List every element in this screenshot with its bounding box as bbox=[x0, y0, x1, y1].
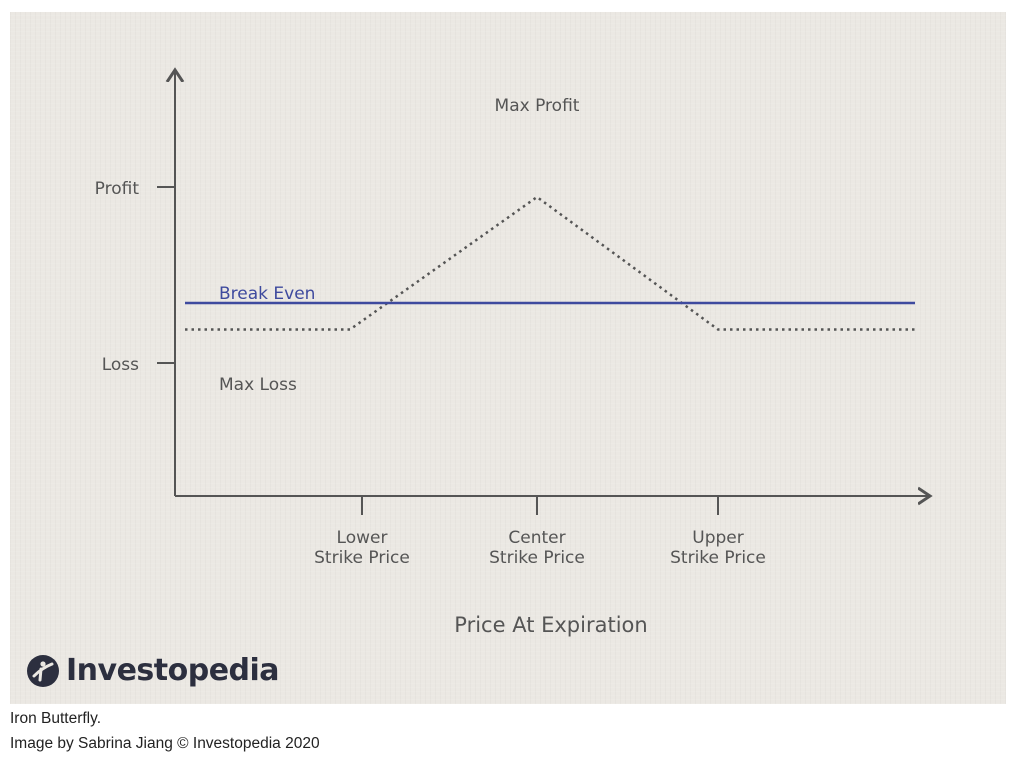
payoff-series-line bbox=[185, 195, 915, 331]
caption-credit: Image by Sabrina Jiang © Investopedia 20… bbox=[10, 735, 320, 752]
ytick-label-loss: Loss bbox=[102, 355, 139, 375]
ytick-label-profit: Profit bbox=[95, 179, 140, 199]
x-axis-title: Price At Expiration bbox=[454, 613, 647, 637]
investopedia-logo: Investopedia bbox=[26, 653, 280, 688]
xtick-label-upper: Upper Strike Price bbox=[670, 528, 766, 568]
annotation-max-loss: Max Loss bbox=[219, 375, 297, 395]
chart-figure: Profit Loss Lower Strike Price Center Stri… bbox=[10, 12, 1006, 704]
payoff-chart: Profit Loss Lower Strike Price Center Stri… bbox=[95, 12, 1006, 637]
xtick-label-center-line-1: Center bbox=[508, 528, 565, 548]
figure-caption: Iron Butterfly. Image by Sabrina Jiang ©… bbox=[10, 706, 320, 756]
annotation-break-even: Break Even bbox=[219, 284, 315, 304]
annotation-max-profit: Max Profit bbox=[495, 96, 580, 116]
xtick-label-upper-line-1: Upper bbox=[692, 528, 743, 548]
caption-title: Iron Butterfly. bbox=[10, 710, 102, 727]
xtick-label-center-line-2: Strike Price bbox=[489, 548, 585, 568]
xtick-label-upper-line-2: Strike Price bbox=[670, 548, 766, 568]
xtick-label-lower: Lower Strike Price bbox=[314, 528, 410, 568]
xtick-label-lower-line-2: Strike Price bbox=[314, 548, 410, 568]
xtick-label-center: Center Strike Price bbox=[489, 528, 585, 568]
xtick-label-lower-line-1: Lower bbox=[337, 528, 388, 548]
investopedia-logo-icon bbox=[27, 654, 59, 687]
investopedia-logo-text: Investopedia bbox=[66, 653, 280, 688]
